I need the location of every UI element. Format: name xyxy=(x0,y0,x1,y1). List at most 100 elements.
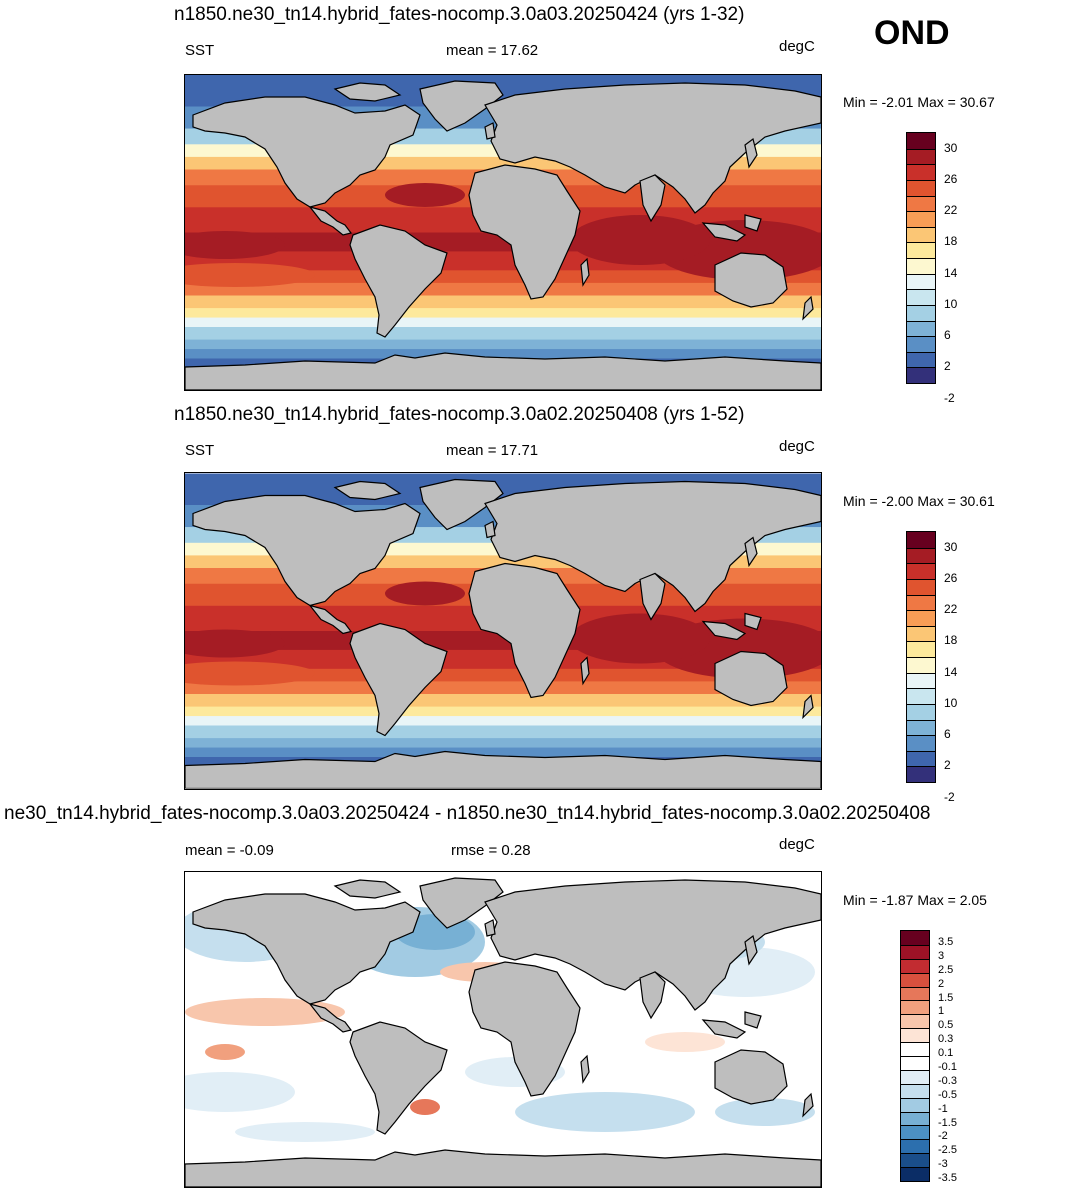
colorbar-swatch xyxy=(901,1014,929,1029)
colorbar-swatch xyxy=(907,672,935,689)
panel-1-minmax: Min = -2.01 Max = 30.67 xyxy=(843,94,995,110)
colorbar-swatch xyxy=(907,133,935,149)
colorbar-swatch xyxy=(907,766,935,782)
colorbar-tick-label: 6 xyxy=(944,328,951,343)
panel-2-units-label: degC xyxy=(779,438,815,455)
colorbar-tick-label: 1.5 xyxy=(938,991,954,1004)
panel-1-mean-label: mean = 17.62 xyxy=(446,42,539,59)
colorbar-swatch xyxy=(907,351,935,368)
colorbar-tick-label: 22 xyxy=(944,602,958,617)
colorbar-swatch xyxy=(907,563,935,579)
sst-warm-region xyxy=(385,183,465,207)
colorbar-swatch xyxy=(901,958,929,973)
panel-1-map xyxy=(184,74,822,391)
sst-warm-region xyxy=(185,629,285,658)
colorbar-tick-label: 22 xyxy=(944,203,958,218)
sst-difference-region xyxy=(235,1122,375,1142)
colorbar-tick-label: 30 xyxy=(944,539,958,554)
colorbar-swatch xyxy=(901,1139,929,1154)
colorbar-swatch xyxy=(907,625,935,642)
colorbar-swatch xyxy=(907,242,935,258)
panel-2-colorbar xyxy=(906,531,936,783)
colorbar-swatch xyxy=(907,735,935,751)
colorbar-swatch xyxy=(907,719,935,736)
colorbar-swatch xyxy=(907,148,935,165)
colorbar-swatch xyxy=(901,1069,929,1084)
sst-warm-region xyxy=(570,613,710,664)
colorbar-tick-label: -0.3 xyxy=(938,1074,957,1087)
colorbar-swatch xyxy=(907,367,935,383)
colorbar-tick-label: -1 xyxy=(938,1102,948,1115)
sst-contour-band xyxy=(185,327,821,341)
colorbar-tick-label: 3 xyxy=(938,949,945,962)
colorbar-tick-label: 14 xyxy=(944,265,958,280)
colorbar-swatch xyxy=(907,258,935,274)
colorbar-swatch xyxy=(901,986,929,1001)
panel-3-map xyxy=(184,871,822,1188)
panel-1-units-label: degC xyxy=(779,38,815,55)
panel-3-title: ne30_tn14.hybrid_fates-nocomp.3.0a03.202… xyxy=(4,803,931,824)
colorbar-swatch xyxy=(901,1097,929,1112)
sst-contour-band xyxy=(185,282,821,297)
panel-2-mean-label: mean = 17.71 xyxy=(446,442,539,459)
colorbar-swatch xyxy=(901,1056,929,1070)
colorbar-swatch xyxy=(901,1028,929,1043)
colorbar-tick-label: 6 xyxy=(944,727,951,742)
colorbar-tick-label: -2 xyxy=(938,1130,948,1143)
colorbar-tick-label: 30 xyxy=(944,140,958,155)
colorbar-tick-label: -2 xyxy=(944,789,955,804)
colorbar-tick-label: 2 xyxy=(938,977,945,990)
sst-contour-band xyxy=(185,694,821,708)
colorbar-tick-label: 26 xyxy=(944,570,958,585)
sst-difference-region xyxy=(185,1072,295,1112)
colorbar-tick-label: 2.5 xyxy=(938,963,954,976)
sst-contour-band xyxy=(185,349,821,360)
colorbar-swatch xyxy=(907,641,935,657)
sst-warm-region xyxy=(185,661,315,686)
sst-warm-region xyxy=(385,581,465,606)
colorbar-tick-label: -2 xyxy=(944,390,955,405)
colorbar-swatch xyxy=(907,336,935,352)
colorbar-swatch xyxy=(907,532,935,548)
sst-contour-band xyxy=(185,308,821,319)
colorbar-swatch xyxy=(907,657,935,673)
sst-contour-band xyxy=(185,738,821,749)
panel-1-variable-label: SST xyxy=(185,42,215,59)
colorbar-tick-label: 3.5 xyxy=(938,935,954,948)
sst-contour-band xyxy=(185,668,821,683)
panel-1-title: n1850.ne30_tn14.hybrid_fates-nocomp.3.0a… xyxy=(174,4,745,25)
colorbar-swatch xyxy=(901,1167,929,1181)
colorbar-swatch xyxy=(907,320,935,337)
colorbar-swatch xyxy=(907,289,935,305)
colorbar-tick-label: -1.5 xyxy=(938,1116,957,1129)
panel-3-rmse-label: rmse = 0.28 xyxy=(451,842,531,859)
sst-contour-band xyxy=(185,681,821,695)
panel-2-minmax: Min = -2.00 Max = 30.61 xyxy=(843,493,995,509)
sst-warm-region xyxy=(185,263,315,287)
panel-3-colorbar xyxy=(900,930,930,1182)
sst-warm-region xyxy=(185,231,285,259)
colorbar-tick-label: 18 xyxy=(944,633,958,648)
sst-contour-band xyxy=(185,706,821,718)
colorbar-swatch xyxy=(901,1125,929,1140)
colorbar-swatch xyxy=(901,1042,929,1056)
colorbar-tick-label: 14 xyxy=(944,664,958,679)
colorbar-swatch xyxy=(907,750,935,767)
panel-2-map xyxy=(184,472,822,790)
colorbar-tick-label: 10 xyxy=(944,695,958,710)
sst-contour-band xyxy=(185,270,821,284)
colorbar-tick-label: 2 xyxy=(944,359,951,374)
panel-2-title: n1850.ne30_tn14.hybrid_fates-nocomp.3.0a… xyxy=(174,404,745,425)
colorbar-swatch xyxy=(907,578,935,595)
colorbar-tick-label: 18 xyxy=(944,234,958,249)
colorbar-tick-label: 0.5 xyxy=(938,1019,954,1032)
panel-1-colorbar xyxy=(906,132,936,384)
colorbar-tick-label: 26 xyxy=(944,171,958,186)
colorbar-swatch xyxy=(907,179,935,196)
colorbar-swatch xyxy=(901,1153,929,1168)
panel-3-mean-label: mean = -0.09 xyxy=(185,842,274,859)
colorbar-swatch xyxy=(907,703,935,720)
colorbar-swatch xyxy=(907,211,935,227)
sst-contour-band xyxy=(185,747,821,758)
sst-difference-region xyxy=(185,998,345,1026)
